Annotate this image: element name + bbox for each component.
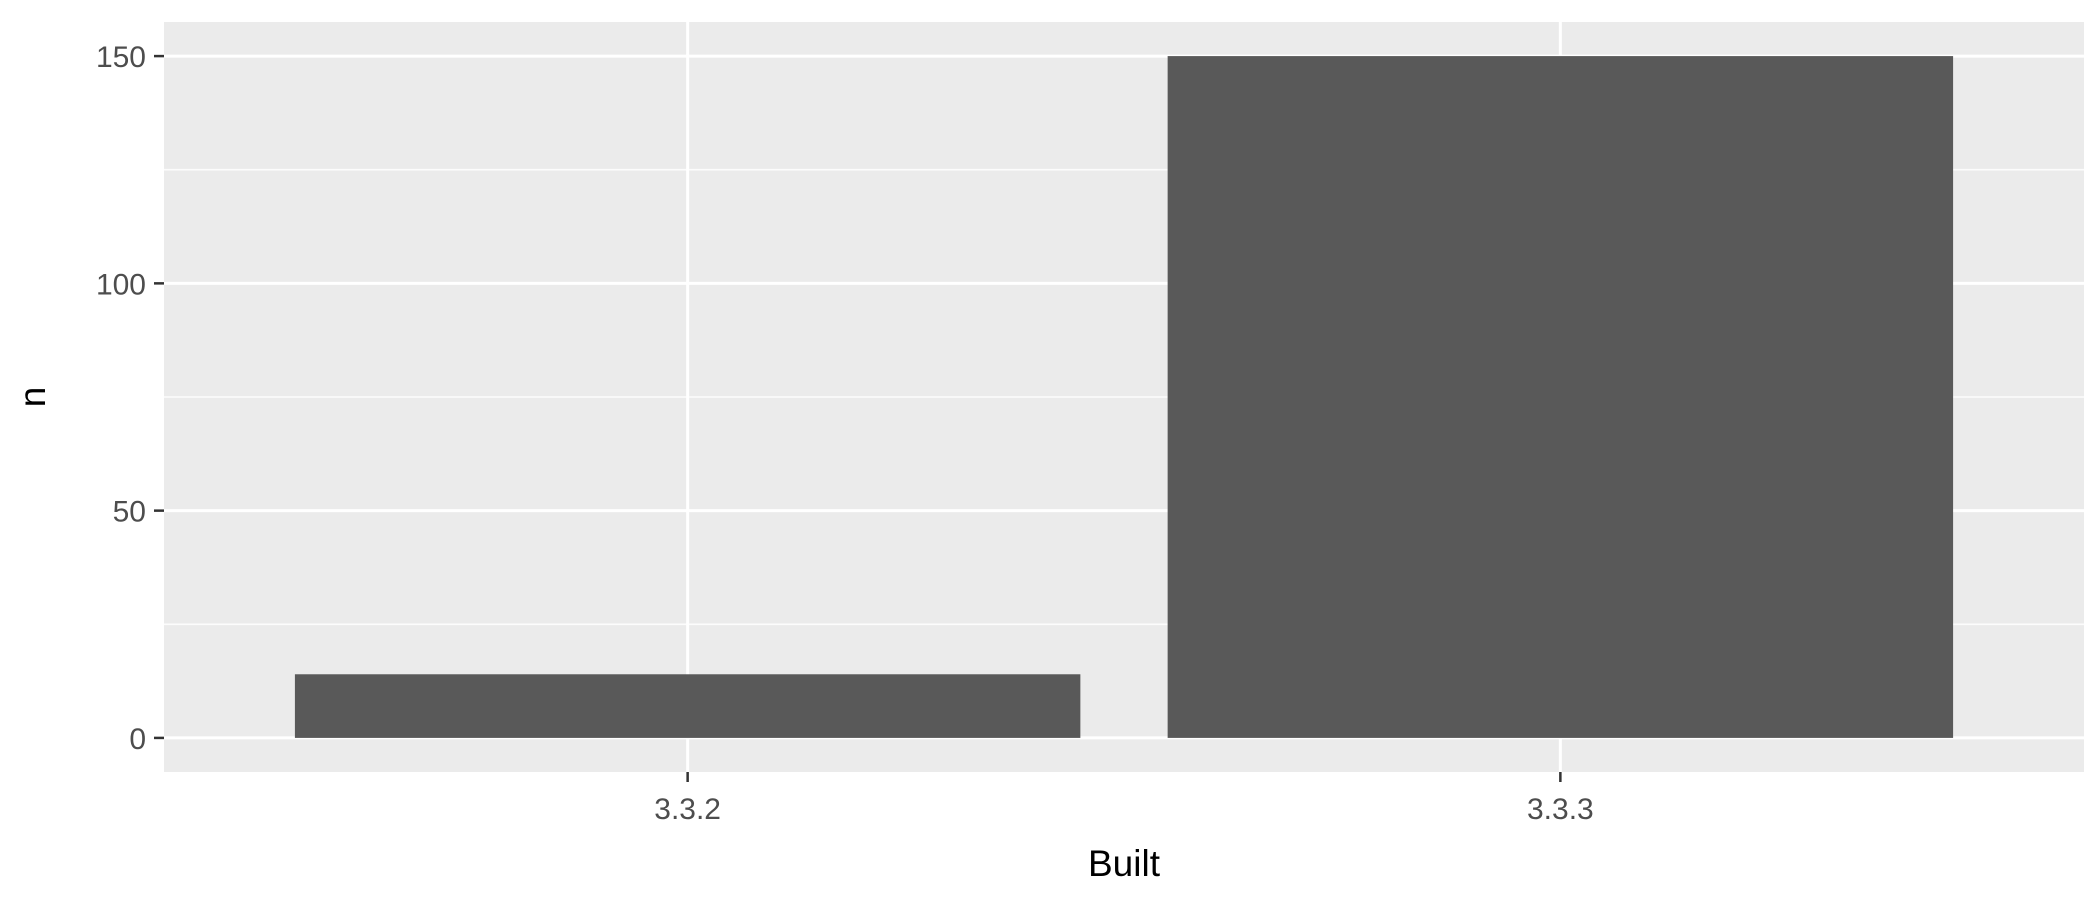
x-axis-title: Built	[1088, 843, 1161, 884]
y-tick-label: 150	[96, 41, 146, 74]
bar-3.3.2	[294, 674, 1081, 738]
x-tick-label: 3.3.3	[1527, 793, 1594, 826]
y-tick-label: 50	[113, 496, 146, 529]
x-axis: 3.3.2 3.3.3	[654, 772, 1594, 826]
y-tick-label: 0	[129, 723, 146, 756]
bar-3.3.3	[1167, 56, 1954, 738]
y-axis-title: n	[12, 387, 53, 408]
y-tick-label: 100	[96, 268, 146, 301]
bars	[294, 56, 1954, 738]
y-axis: 0 50 100 150	[96, 41, 164, 756]
x-tick-label: 3.3.2	[654, 793, 721, 826]
